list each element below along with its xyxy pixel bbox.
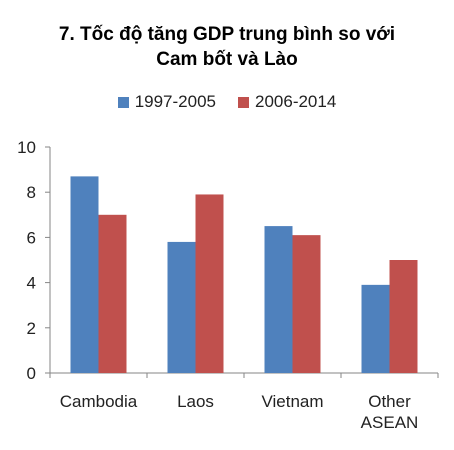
y-tick-label: 8	[27, 183, 36, 202]
legend-label-series-2: 2006-2014	[255, 92, 337, 111]
bar-series-2-2	[292, 235, 321, 373]
legend-item-series-1: 1997-2005	[117, 92, 216, 112]
x-tick-label: Other	[368, 392, 411, 411]
legend-swatch-series-2	[238, 96, 249, 108]
bar-series-2-1	[195, 194, 224, 373]
chart-title: 7. Tốc độ tăng GDP trung bình so với Cam…	[0, 22, 454, 72]
x-tick-label: Vietnam	[261, 392, 323, 411]
bar-series-1-1	[167, 241, 196, 373]
bar-series-1-0	[70, 176, 99, 373]
legend-swatch-series-1	[117, 96, 129, 108]
y-tick-label: 10	[17, 138, 36, 157]
x-tick-label: Laos	[177, 392, 214, 411]
bar-series-2-0	[98, 214, 127, 373]
legend-label-series-1: 1997-2005	[134, 92, 216, 111]
y-tick-label: 6	[27, 228, 36, 247]
bar-series-1-3	[361, 284, 390, 373]
bar-series-2-3	[389, 260, 418, 373]
chart-title-line-2: Cam bốt và Lào	[156, 49, 298, 70]
legend-item-series-2: 2006-2014	[238, 92, 336, 112]
legend: 1997-2005 2006-2014	[0, 92, 454, 112]
y-tick-label: 0	[27, 364, 36, 383]
y-tick-label: 4	[27, 274, 36, 293]
y-tick-label: 2	[27, 319, 36, 338]
chart-title-line-1: 7. Tốc độ tăng GDP trung bình so với	[58, 24, 396, 45]
bar-series-1-2	[264, 226, 293, 373]
x-tick-label: ASEAN	[361, 413, 419, 432]
x-tick-label: Cambodia	[60, 392, 138, 411]
